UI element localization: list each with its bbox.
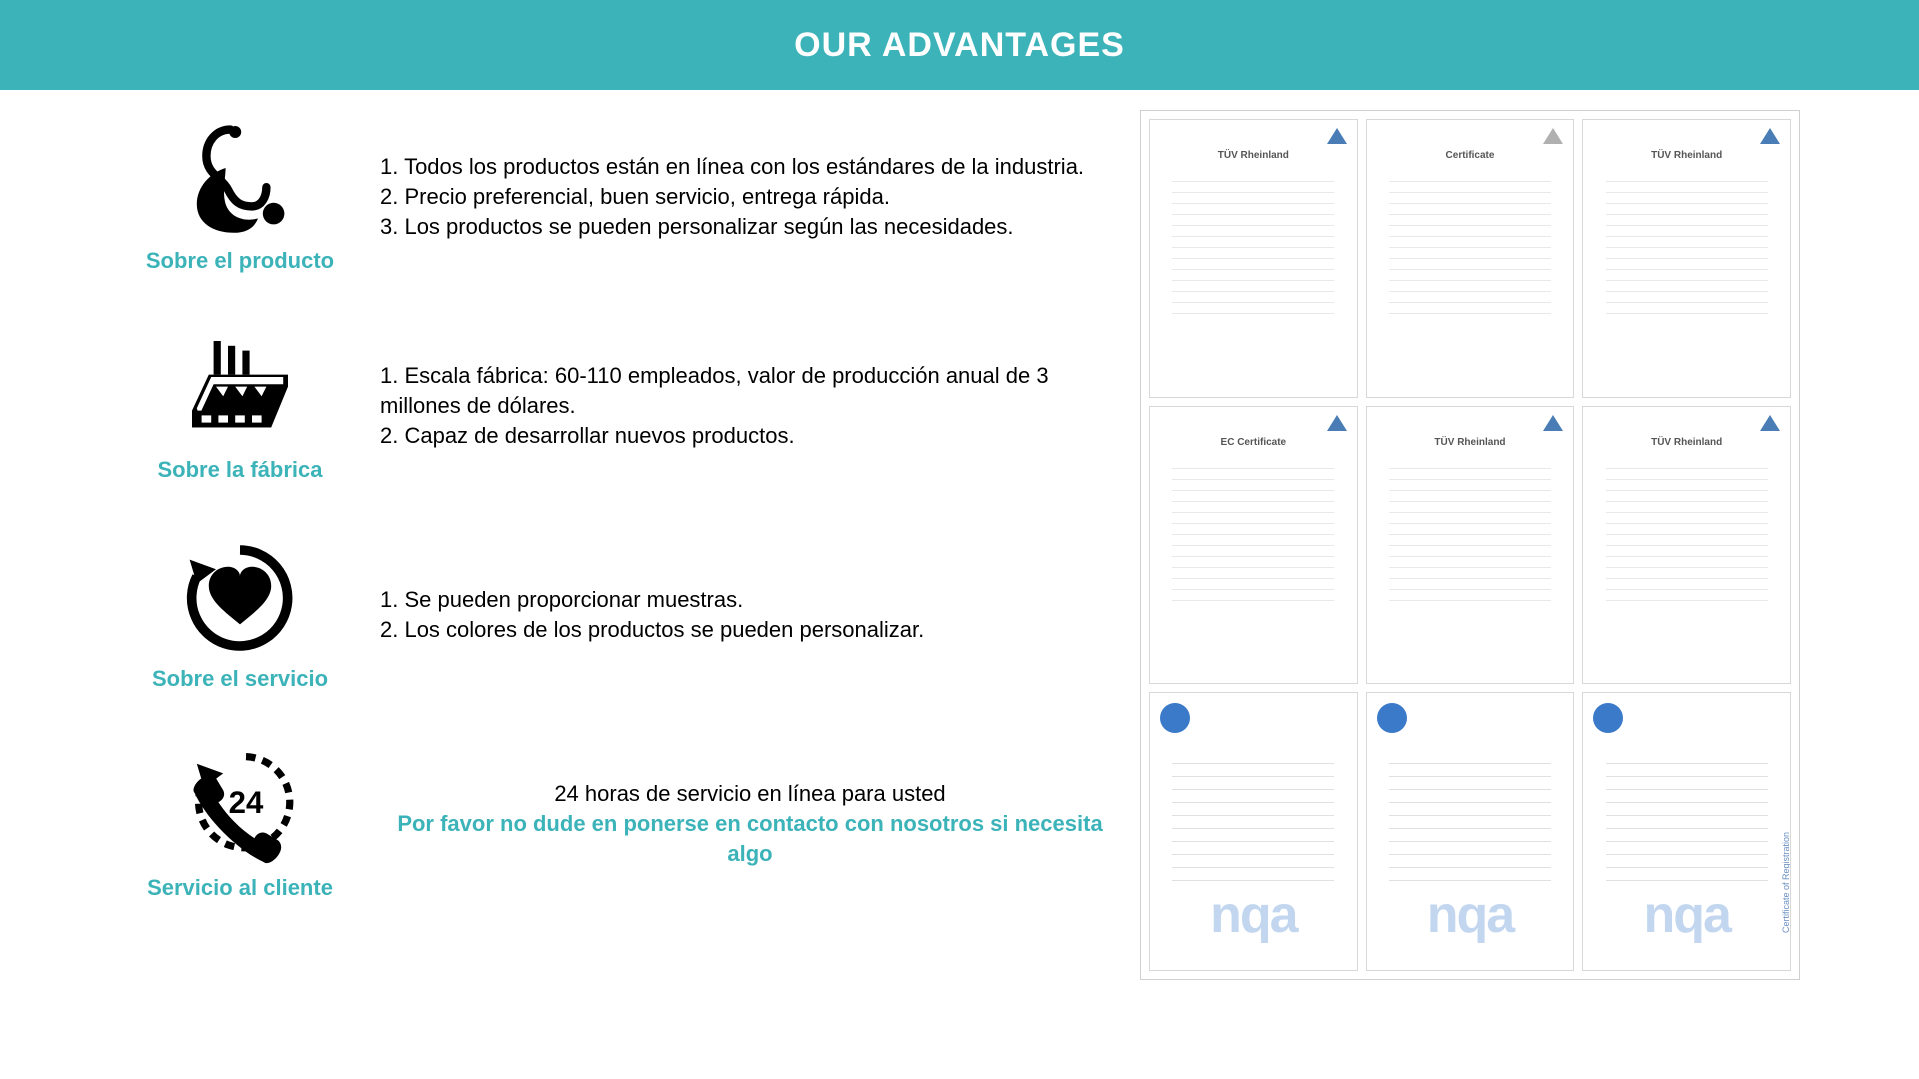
certificate-card-nqa: nqa: [1366, 692, 1575, 971]
factory-icon: [180, 329, 300, 449]
nqa-logo-icon: [1160, 703, 1190, 733]
cert-body-lines: [1172, 171, 1334, 314]
advantage-text-product: 1. Todos los productos están en línea co…: [380, 152, 1120, 241]
certificate-card-nqa: Certificate of Registration nqa: [1582, 692, 1791, 971]
nqa-logo-icon: [1377, 703, 1407, 733]
certificates-grid: TÜV Rheinland Certificate TÜV Rheinland …: [1140, 110, 1800, 980]
tuv-logo-icon: [1760, 128, 1780, 144]
icon-label-product: Sobre el producto: [146, 248, 334, 274]
icon-block-service: Sobre el servicio: [130, 538, 350, 692]
certificate-card: TÜV Rheinland: [1582, 406, 1791, 685]
icon-label-customer: Servicio al cliente: [147, 875, 333, 901]
nqa-watermark: nqa: [1583, 885, 1790, 945]
certificate-card-nqa: nqa: [1149, 692, 1358, 971]
advantage-text-service: 1. Se pueden proporcionar muestras. 2. L…: [380, 585, 1120, 644]
tuv-logo-icon: [1543, 128, 1563, 144]
cert-body-lines: [1389, 751, 1551, 881]
page-title: OUR ADVANTAGES: [794, 26, 1125, 65]
cert-body-lines: [1172, 458, 1334, 601]
advantage-text-factory: 1. Escala fábrica: 60-110 empleados, val…: [380, 361, 1120, 450]
certificate-card: TÜV Rheinland: [1582, 119, 1791, 398]
cert-body-lines: [1172, 751, 1334, 881]
header-banner: OUR ADVANTAGES: [0, 0, 1919, 90]
icon-block-customer: 24 Servicio al cliente: [130, 747, 350, 901]
adv-line: 2. Precio preferencial, buen servicio, e…: [380, 182, 1120, 212]
certificate-card: Certificate: [1366, 119, 1575, 398]
adv-line: 1. Escala fábrica: 60-110 empleados, val…: [380, 361, 1120, 420]
advantages-column: Sobre el producto 1. Todos los productos…: [130, 110, 1120, 980]
cert-title: TÜV Rheinland: [1434, 437, 1505, 448]
tuv-logo-icon: [1760, 415, 1780, 431]
phone-24-icon: 24: [180, 747, 300, 867]
customer-line1: 24 horas de servicio en línea para usted: [380, 779, 1120, 809]
nqa-watermark: nqa: [1150, 885, 1357, 945]
cert-title: TÜV Rheinland: [1651, 437, 1722, 448]
icon-label-factory: Sobre la fábrica: [157, 457, 322, 483]
adv-line: 2. Capaz de desarrollar nuevos productos…: [380, 421, 1120, 451]
icon-block-factory: Sobre la fábrica: [130, 329, 350, 483]
tuv-logo-icon: [1327, 415, 1347, 431]
nqa-watermark: nqa: [1367, 885, 1574, 945]
cert-body-lines: [1606, 458, 1768, 601]
icon-block-product: Sobre el producto: [130, 120, 350, 274]
cert-title: TÜV Rheinland: [1651, 150, 1722, 161]
adv-line: 1. Se pueden proporcionar muestras.: [380, 585, 1120, 615]
cert-body-lines: [1606, 171, 1768, 314]
cert-title: EC Certificate: [1221, 437, 1287, 448]
cert-title: Certificate: [1446, 150, 1495, 161]
advantage-row-factory: Sobre la fábrica 1. Escala fábrica: 60-1…: [130, 329, 1120, 483]
icon-label-service: Sobre el servicio: [152, 666, 328, 692]
adv-line: 3. Los productos se pueden personalizar …: [380, 212, 1120, 242]
adv-line: 1. Todos los productos están en línea co…: [380, 152, 1120, 182]
customer-cta: Por favor no dude en ponerse en contacto…: [380, 809, 1120, 868]
adv-line: 2. Los colores de los productos se puede…: [380, 615, 1120, 645]
advantage-row-service: Sobre el servicio 1. Se pueden proporcio…: [130, 538, 1120, 692]
svg-text:24: 24: [229, 785, 264, 820]
cert-body-lines: [1606, 751, 1768, 881]
advantage-text-customer: 24 horas de servicio en línea para usted…: [380, 779, 1120, 868]
tuv-logo-icon: [1327, 128, 1347, 144]
stethoscope-hand-icon: [180, 120, 300, 240]
certificate-card: EC Certificate: [1149, 406, 1358, 685]
heart-reload-icon: [180, 538, 300, 658]
cert-title: TÜV Rheinland: [1218, 150, 1289, 161]
certificate-card: TÜV Rheinland: [1366, 406, 1575, 685]
advantage-row-customer: 24 Servicio al cliente 24 horas de servi…: [130, 747, 1120, 901]
advantage-row-product: Sobre el producto 1. Todos los productos…: [130, 120, 1120, 274]
content-area: Sobre el producto 1. Todos los productos…: [0, 90, 1919, 980]
certificate-card: TÜV Rheinland: [1149, 119, 1358, 398]
nqa-logo-icon: [1593, 703, 1623, 733]
cert-body-lines: [1389, 171, 1551, 314]
cert-body-lines: [1389, 458, 1551, 601]
tuv-logo-icon: [1543, 415, 1563, 431]
